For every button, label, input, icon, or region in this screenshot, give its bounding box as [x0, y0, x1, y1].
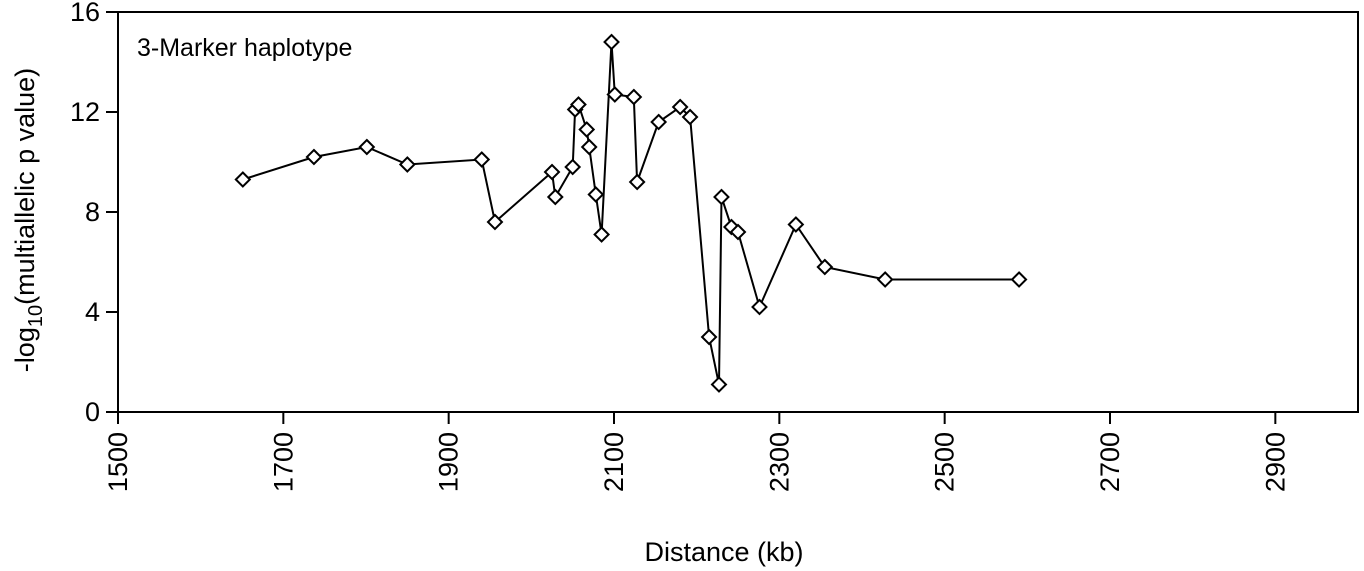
data-point-marker [625, 88, 643, 106]
data-point-marker [398, 156, 416, 173]
data-point-marker [305, 148, 323, 166]
data-point-marker [650, 113, 668, 131]
data-point-marker [729, 223, 747, 241]
x-tick-label: 1900 [434, 432, 464, 492]
x-tick-label: 2700 [1095, 432, 1125, 492]
x-tick-label: 2500 [930, 432, 960, 492]
y-tick-label: 8 [85, 197, 100, 227]
data-point-marker [787, 216, 805, 233]
data-point-marker [234, 171, 252, 188]
data-point-marker [580, 138, 598, 156]
y-tick-label: 4 [85, 297, 100, 327]
x-axis: 1500 1700 1900 2100 2300 2500 2700 2900 [103, 412, 1290, 492]
data-point-marker [603, 33, 620, 51]
data-point-marker [876, 271, 894, 288]
y-axis-label-main: -log [10, 327, 40, 372]
series-markers [234, 33, 1028, 393]
data-point-marker [486, 213, 504, 231]
chart-annotation: 3-Marker haplotype [137, 34, 352, 62]
x-tick-label: 2100 [599, 432, 629, 492]
data-point-marker [606, 86, 624, 103]
y-tick-label: 0 [85, 397, 100, 427]
x-tick-label: 2900 [1260, 432, 1290, 492]
plot-frame [117, 11, 1359, 413]
data-point-marker [1010, 271, 1028, 288]
data-point-marker [543, 163, 561, 181]
x-tick-label: 1700 [268, 432, 298, 492]
data-point-marker [671, 98, 689, 116]
data-point-marker [681, 108, 699, 126]
data-point-marker [473, 151, 491, 168]
data-point-marker [578, 121, 596, 138]
data-point-marker [570, 96, 587, 113]
data-point-marker [564, 158, 582, 176]
data-point-marker [700, 328, 718, 346]
y-axis-label-rest: (multiallelic p value) [10, 68, 40, 305]
x-axis-label: Distance (kb) [644, 537, 803, 567]
x-tick-label: 2300 [764, 432, 794, 492]
data-point-marker [587, 186, 605, 203]
y-axis-label: -log10(multiallelic p value) [10, 68, 47, 372]
y-tick-label: 16 [70, 0, 100, 27]
y-tick-label: 12 [70, 97, 100, 127]
y-axis: 0 4 8 12 16 [70, 0, 118, 427]
data-point-marker [546, 188, 564, 206]
data-point-marker [751, 298, 768, 316]
data-point-marker [816, 258, 834, 276]
x-tick-label: 1500 [103, 432, 133, 492]
data-point-marker [713, 188, 730, 206]
data-point-marker [593, 226, 611, 243]
y-axis-label-subscript: 10 [25, 305, 47, 327]
data-point-marker [628, 173, 646, 191]
data-point-marker [710, 376, 728, 393]
data-point-marker [358, 138, 376, 156]
